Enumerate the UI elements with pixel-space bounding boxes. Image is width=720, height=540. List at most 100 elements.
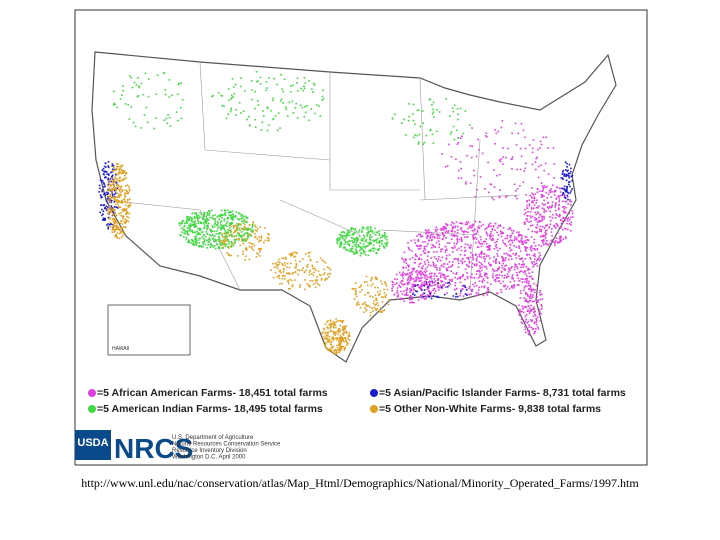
farm-dot — [488, 244, 490, 247]
farm-dot — [565, 200, 568, 203]
farm-dot — [114, 192, 117, 194]
farm-dot — [120, 220, 123, 222]
farm-dot — [288, 101, 291, 104]
farm-dot — [365, 240, 367, 242]
farm-dot — [445, 254, 448, 257]
farm-dot — [275, 263, 278, 266]
farm-dot — [378, 309, 381, 312]
farm-dot — [531, 200, 534, 202]
farm-dot — [563, 175, 566, 177]
farm-dot — [133, 81, 136, 84]
farm-dot — [446, 248, 448, 251]
farm-dot — [329, 268, 332, 271]
farm-dot — [501, 264, 503, 267]
farm-dot — [327, 332, 329, 334]
farm-dot — [333, 352, 336, 355]
farm-dot — [353, 232, 356, 234]
farm-dot — [375, 303, 377, 305]
farm-dot — [539, 225, 542, 228]
farm-dot — [548, 189, 551, 192]
farm-dot — [223, 235, 226, 238]
farm-dot — [434, 246, 437, 248]
farm-dot — [550, 196, 553, 198]
farm-dot — [481, 281, 484, 284]
farm-dot — [378, 230, 380, 233]
farm-dot — [446, 165, 449, 167]
farm-dot — [449, 115, 451, 117]
farm-dot — [565, 227, 567, 230]
farm-dot — [199, 222, 202, 224]
farm-dot — [474, 195, 476, 198]
farm-dot — [283, 257, 285, 260]
farm-dot — [128, 206, 131, 208]
farm-dot — [121, 94, 123, 96]
farm-dot — [183, 236, 185, 238]
farm-dot — [184, 230, 187, 233]
farm-dot — [558, 199, 561, 201]
farm-dot — [126, 192, 128, 195]
farm-dot — [530, 236, 533, 238]
farm-dot — [526, 200, 528, 203]
farm-dot — [325, 342, 327, 345]
farm-dot — [332, 326, 335, 329]
farm-dot — [542, 235, 545, 238]
farm-dot — [344, 248, 347, 250]
farm-dot — [545, 191, 548, 194]
farm-dot — [520, 239, 522, 241]
farm-dot — [410, 289, 413, 292]
farm-dot — [124, 218, 127, 221]
farm-dot — [433, 281, 436, 284]
farm-dot — [307, 284, 310, 286]
farm-dot — [461, 261, 464, 263]
farm-dot — [515, 246, 517, 248]
farm-dot — [358, 229, 361, 231]
farm-dot — [464, 236, 466, 238]
farm-dot — [565, 190, 568, 192]
farm-dot — [519, 311, 521, 314]
farm-dot — [304, 279, 306, 281]
farm-dot — [287, 272, 290, 275]
farm-dot — [468, 293, 471, 296]
farm-dot — [113, 229, 116, 231]
farm-dot — [532, 201, 534, 204]
farm-dot — [437, 277, 439, 280]
farm-dot — [312, 274, 315, 277]
farm-dot — [538, 308, 541, 311]
farm-dot — [365, 305, 368, 307]
farm-dot — [542, 136, 545, 139]
farm-dot — [538, 220, 540, 223]
farm-dot — [339, 344, 341, 346]
farm-dot — [536, 156, 538, 159]
farm-dot — [249, 124, 251, 127]
farm-dot — [479, 236, 482, 238]
farm-dot — [530, 206, 533, 209]
farm-dot — [406, 287, 408, 289]
farm-dot — [437, 233, 439, 236]
farm-dot — [426, 283, 428, 285]
farm-dot — [337, 349, 340, 351]
farm-dot — [526, 293, 529, 295]
farm-dot — [112, 207, 115, 209]
farm-dot — [273, 276, 275, 279]
farm-dot — [456, 235, 459, 238]
farm-dot — [311, 273, 313, 275]
farm-dot — [432, 233, 435, 235]
farm-dot — [454, 231, 456, 233]
farm-dot — [278, 277, 280, 280]
farm-dot — [541, 298, 543, 300]
farm-dot — [234, 83, 237, 86]
farm-dot — [362, 311, 365, 313]
farm-dot — [367, 232, 369, 235]
farm-dot — [230, 231, 232, 233]
farm-dot — [186, 222, 188, 224]
farm-dot — [523, 281, 526, 283]
farm-dot — [434, 273, 436, 275]
farm-dot — [377, 291, 379, 294]
farm-dot — [100, 204, 102, 206]
farm-dot — [316, 276, 318, 278]
farm-dot — [481, 275, 483, 278]
farm-dot — [477, 246, 480, 248]
farm-dot — [437, 282, 440, 284]
farm-dot — [370, 228, 372, 231]
farm-dot — [529, 288, 531, 291]
